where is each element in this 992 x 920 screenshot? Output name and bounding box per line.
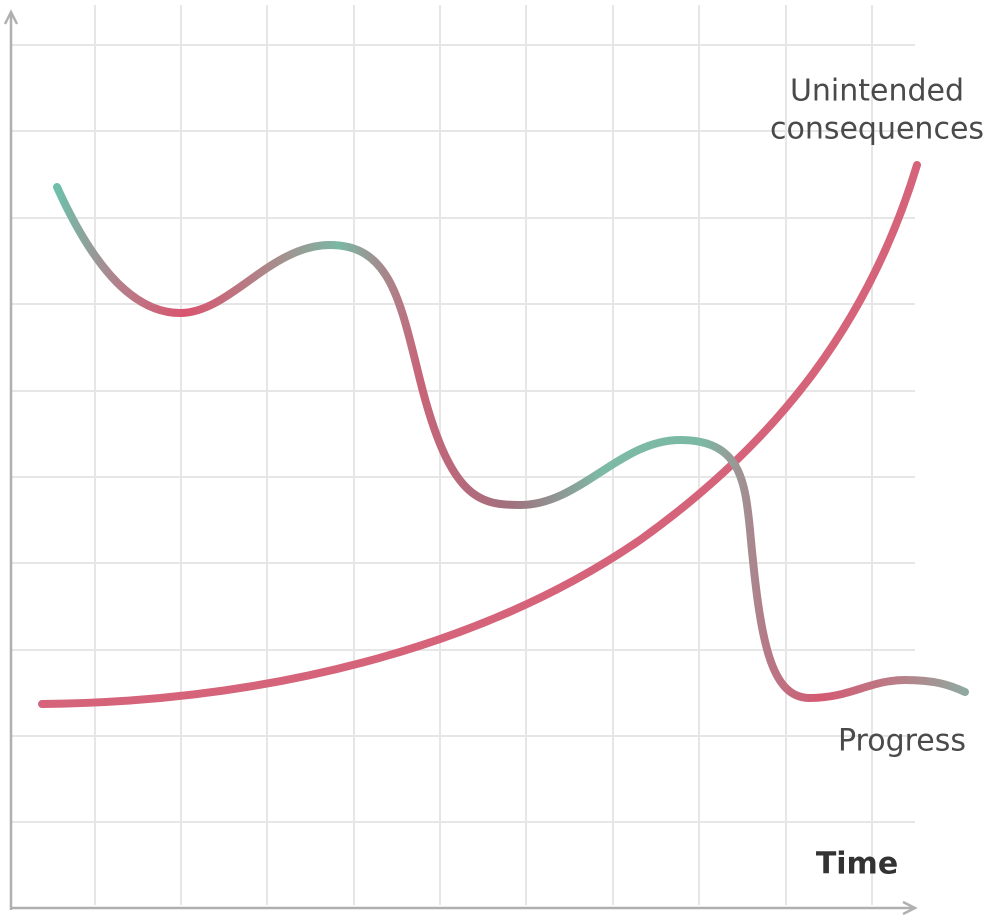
axis-label: Time	[816, 847, 898, 882]
label: consequences	[770, 112, 984, 147]
label: Unintended	[790, 74, 964, 109]
unintended-curve	[38, 161, 921, 708]
grid	[12, 5, 915, 905]
progress-curve	[53, 183, 969, 703]
axes	[3, 9, 918, 916]
label: Progress	[838, 724, 966, 759]
